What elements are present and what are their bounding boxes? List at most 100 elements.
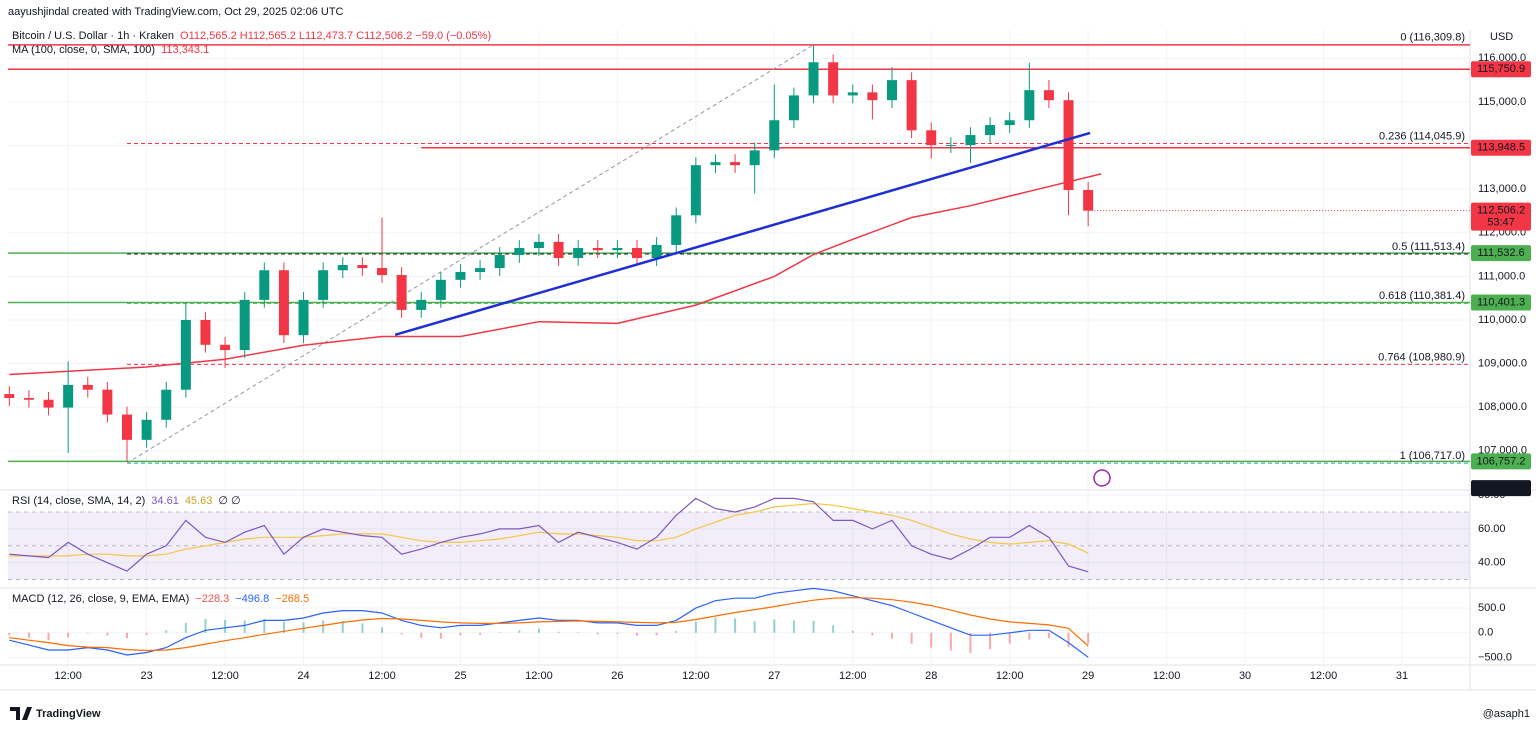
macd-histogram-bar (1008, 632, 1011, 644)
price-tag (1471, 294, 1531, 311)
macd-histogram-bar (949, 632, 952, 651)
legend-item: MACD (12, 26, close, 9, EMA, EMA) (12, 593, 189, 605)
candle-body (298, 299, 309, 336)
x-tick-label: 23 (140, 670, 152, 682)
macd-histogram-bar (792, 620, 795, 633)
y-tick-label: 40.00 (1478, 557, 1506, 569)
x-tick-label: 12:00 (1153, 670, 1181, 682)
legend-item: Bitcoin / U.S. Dollar · 1h · Kraken (12, 30, 174, 42)
macd-histogram-bar (557, 631, 560, 633)
candle-body (847, 92, 858, 96)
candle-body (887, 80, 897, 101)
x-tick-label: 12:00 (682, 670, 710, 682)
candle-body (122, 414, 132, 440)
y-tick-label: 0.0 (1478, 627, 1493, 639)
x-tick-label: 30 (1239, 670, 1251, 682)
macd-histogram-bar (1067, 632, 1070, 648)
brand: TradingView (36, 708, 101, 720)
macd-histogram-bar (420, 632, 423, 638)
candle-body (769, 120, 780, 151)
candle-body (867, 92, 878, 101)
macd-histogram-bar (243, 620, 246, 633)
x-tick-label: 12:00 (1310, 670, 1338, 682)
candle-body (416, 299, 427, 310)
rsi-line (9, 497, 1089, 573)
macd-histogram-bar (361, 623, 364, 633)
macd-histogram-bar (636, 632, 638, 636)
candle-body (808, 62, 819, 96)
candle-body (494, 254, 505, 269)
macd-histogram-bar (773, 619, 776, 633)
legend-item: 113,343.1 (161, 44, 209, 56)
legend: MACD (12, 26, close, 9, EMA, EMA) −228.3−… (12, 593, 309, 605)
macd-histogram-bar (27, 632, 30, 638)
fib-anchor-line (126, 44, 814, 464)
x-tick-label: 31 (1396, 670, 1408, 682)
y-tick-label: 113,000.0 (1478, 183, 1526, 195)
candle-body (278, 270, 289, 336)
price-tag-label: 113,948.5 (1477, 142, 1525, 154)
candle-body (396, 275, 407, 310)
candle-body (592, 248, 603, 251)
macd-histogram-bar (282, 621, 285, 633)
fib-label: 0 (116,309.8) (1400, 32, 1465, 44)
macd-histogram-bar (812, 620, 815, 633)
candle-body (102, 389, 113, 415)
candle-body (63, 384, 74, 408)
legend-item: −228.3 (195, 593, 229, 605)
candle-body (43, 399, 54, 408)
macd-histogram-bar (616, 632, 619, 634)
candle-body (612, 248, 623, 251)
macd-histogram-bar (47, 632, 50, 641)
macd-histogram-bar (8, 632, 11, 636)
macd-histogram-bar (1028, 632, 1031, 640)
candle-body (4, 394, 15, 398)
y-tick-label: 108,000.0 (1478, 401, 1527, 413)
x-tick-label: 28 (925, 670, 937, 682)
macd-histogram-bar (989, 632, 992, 650)
candle-body (1083, 190, 1094, 211)
legend: MA (100, close, 0, SMA, 100) 113,343.1 (12, 44, 209, 56)
macd-histogram-bar (930, 632, 933, 648)
macd-histogram-bar (851, 630, 854, 633)
macd-histogram-bar (184, 622, 187, 633)
macd-histogram-bar (832, 625, 835, 633)
legend-item: −268.5 (275, 593, 309, 605)
macd-histogram-bar (263, 618, 266, 633)
candle-body (710, 162, 721, 166)
price-tag (1471, 480, 1531, 497)
legend-item: O112,565.2 H112,565.2 L112,473.7 C112,50… (180, 30, 491, 42)
price-tag-label: 111,532.6 (1477, 247, 1524, 259)
price-tag-label: 110,401.3 (1477, 296, 1525, 308)
header: aayushjindal created with TradingView.co… (8, 6, 344, 18)
fib-label: 0.5 (111,513.4) (1392, 241, 1465, 253)
x-tick-label: 24 (297, 670, 309, 682)
macd-histogram-bar (439, 632, 442, 639)
macd-histogram-bar (67, 632, 70, 638)
legend-item: MA (100, close, 0, SMA, 100) (12, 44, 155, 56)
candle-body (945, 145, 956, 147)
legend-item: 34.61 (151, 495, 179, 507)
candle-body (749, 150, 760, 166)
y-tick-label: 111,000.0 (1478, 270, 1525, 282)
legend-item: RSI (14, close, SMA, 14, 2) (12, 495, 145, 507)
x-tick-label: 12:00 (996, 670, 1024, 682)
candle-body (906, 80, 917, 131)
brand-logo (10, 707, 32, 720)
macd-histogram-bar (1047, 632, 1050, 639)
x-tick-label: 12:00 (525, 670, 553, 682)
candle-body (239, 299, 250, 351)
macd-histogram-bar (910, 632, 913, 644)
macd-histogram-bar (126, 632, 128, 639)
macd-histogram-bar (479, 632, 482, 635)
macd-histogram-bar (871, 632, 874, 636)
y-tick-label: 109,000.0 (1478, 357, 1527, 369)
legend-item: −496.8 (235, 593, 269, 605)
countdown: 53:47 (1487, 217, 1515, 229)
x-tick-label: 12:00 (211, 670, 239, 682)
candle-body (475, 268, 486, 272)
candle-body (180, 319, 191, 390)
